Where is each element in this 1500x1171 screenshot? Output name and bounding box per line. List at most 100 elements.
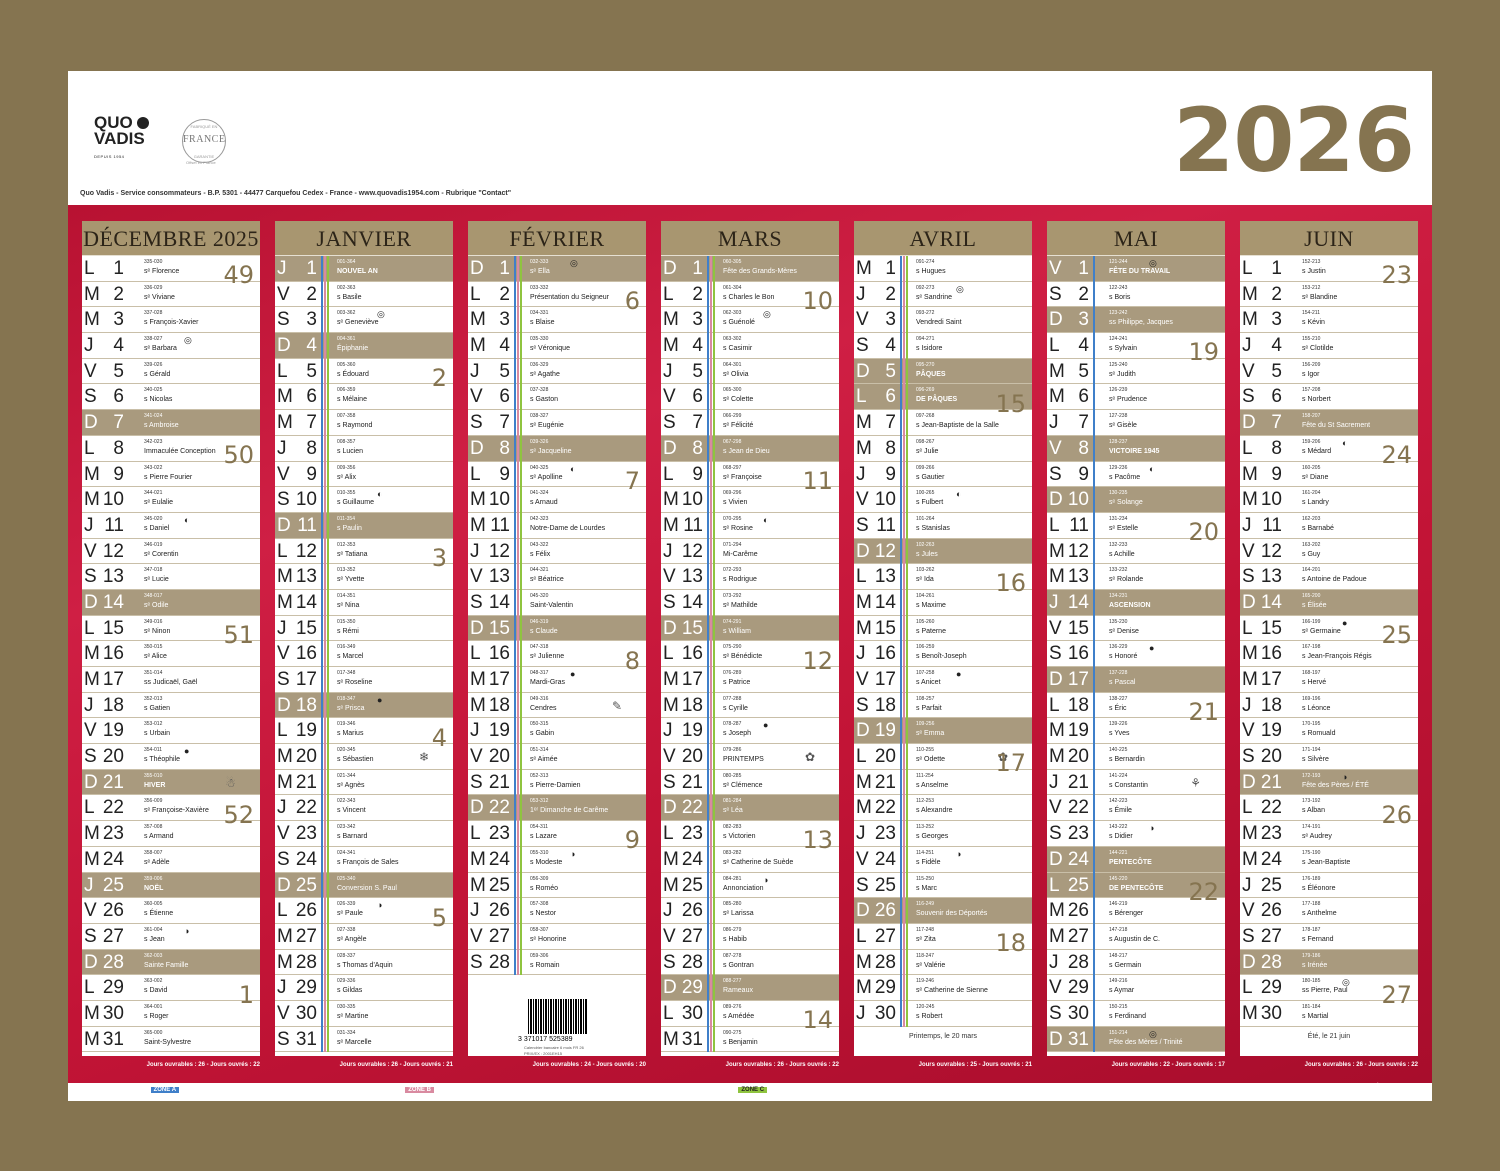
day-row: V 23 023-342 s Barnard [275, 821, 453, 847]
day-row: M 17 076-289 s Patrice [661, 667, 839, 693]
day-count: 341-024 [144, 413, 163, 420]
weekday-letter: M [277, 566, 293, 588]
school-holiday-bar [324, 821, 326, 847]
day-count: 055-310 [530, 849, 549, 856]
day-row: M 24 358-007 sᵉ Adèle [82, 847, 260, 873]
school-holiday-bar [321, 872, 323, 899]
day-count: 344-021 [144, 490, 163, 497]
day-row: S 28 059-306 s Romain [468, 949, 646, 976]
year-title: 2026 [1173, 89, 1415, 192]
weekday-letter: M [470, 335, 486, 357]
school-holiday-bar [713, 846, 715, 873]
day-row: J 2 092-273 sᵉ Sandrine ◎ [854, 281, 1032, 308]
day-count: 066-299 [723, 413, 742, 420]
saint-name: s Maxime [916, 601, 946, 609]
weekday-letter: M [856, 437, 872, 459]
school-holiday-bar [520, 589, 522, 616]
day-row: D 1 032-333 sᵉ Ella ◎ [468, 256, 646, 282]
saint-name: 1ᵉʳ Dimanche de Carême [530, 807, 609, 815]
school-holiday-bar [713, 256, 715, 282]
school-holiday-bar [906, 358, 908, 385]
day-row: S 11 101-264 s Stanislas [854, 512, 1032, 539]
day-number: 29 [1260, 977, 1282, 999]
day-number: 19 [681, 720, 703, 742]
saint-name: s Médard [1302, 447, 1332, 455]
weekday-letter: V [663, 386, 676, 408]
day-count: 036-329 [530, 361, 549, 368]
weekday-letter: M [84, 848, 100, 870]
school-holiday-bar [324, 718, 326, 745]
day-number: 13 [488, 566, 510, 588]
day-count: 166-199 [1302, 618, 1321, 625]
day-count: 149-216 [1109, 978, 1128, 985]
school-holiday-bar [906, 718, 908, 745]
day-number: 5 [885, 360, 896, 382]
moon-phase-icon: ◎ [1149, 258, 1157, 268]
school-holiday-bar [707, 333, 709, 359]
school-holiday-bar [906, 615, 908, 642]
saint-name: s Théophile [144, 756, 181, 764]
day-row: J 9 099-266 s Gautier [854, 461, 1032, 488]
weekday-letter: J [470, 360, 480, 382]
day-number: 24 [102, 848, 124, 870]
day-row: M 17 168-197 s Hervé [1240, 667, 1418, 693]
school-holiday-bar [321, 538, 323, 565]
day-count: 092-273 [916, 284, 935, 291]
day-row: M 22 112-253 s Alexandre [854, 795, 1032, 822]
day-row: V 8 128-237 VICTOIRE 1945 [1047, 435, 1225, 462]
school-holiday-bar [324, 949, 326, 976]
day-number: 18 [1067, 694, 1089, 716]
school-holiday-bar [900, 795, 902, 822]
saint-name: s Armand [144, 833, 174, 841]
day-count: 177-188 [1302, 901, 1321, 908]
day-number: 16 [681, 643, 703, 665]
school-holiday-bar [520, 281, 522, 308]
day-count: 043-322 [530, 541, 549, 548]
day-count: 016-349 [337, 644, 356, 651]
day-row: L 2 061-304 s Charles le Bon [661, 281, 839, 308]
day-count: 106-259 [916, 644, 935, 651]
zone-a-cities: Besançon, Bordeaux, Clermont-Ferrand, Di… [182, 1087, 401, 1093]
weekday-letter: M [1242, 848, 1258, 870]
school-holiday-bar [707, 949, 709, 976]
month-totals: Jours ouvrables : 26 - Jours ouvrés : 21 [339, 1062, 453, 1068]
weekday-letter: S [856, 335, 869, 357]
saint-name: s Guy [1302, 550, 1321, 558]
day-number: 6 [1271, 386, 1282, 408]
weekday-letter: J [470, 720, 480, 742]
day-count: 135-230 [1109, 618, 1128, 625]
day-number: 27 [681, 925, 703, 947]
weekday-letter: L [470, 823, 481, 845]
day-row: M 3 034-331 s Blaise [468, 307, 646, 334]
school-holiday-bar [517, 384, 519, 411]
school-holiday-bar [327, 821, 329, 847]
weekday-letter: S [277, 669, 290, 690]
school-holiday-bar [517, 564, 519, 590]
saint-name: NOËL [144, 884, 164, 892]
weekday-letter: J [1049, 951, 1059, 973]
school-holiday-bar [707, 615, 709, 642]
day-number: 20 [681, 746, 703, 768]
month-column: DÉCEMBRE 2025 49 50 51 52 1 L 1 335-030 sᵉ Floren… [82, 221, 260, 1056]
saint-name: Épiphanie [337, 345, 369, 353]
day-row: S 3 003-362 sᵉ Geneviève ◎ [275, 307, 453, 334]
day-number: 6 [306, 386, 317, 408]
day-row: M 23 357-008 s Armand [82, 821, 260, 847]
saint-name: s Cyrille [723, 704, 748, 712]
day-number: 5 [306, 360, 317, 382]
saint-name: s Kévin [1302, 319, 1325, 327]
calendar-header: QUO VADIS DEPUIS 1954 FABRIQUÉ EN FRANCE… [68, 71, 1432, 205]
saint-name: Annonciation [723, 884, 764, 892]
day-row: L 13 103-262 sᵉ Ida [854, 564, 1032, 590]
day-number: 21 [488, 771, 510, 793]
school-holiday-bar [1093, 1026, 1095, 1053]
saint-name: sᵉ Gisèle [1109, 422, 1137, 430]
school-holiday-bar [900, 589, 902, 616]
day-number: 1 [1271, 258, 1282, 279]
day-row: L 26 026-339 sᵉ Paule ◑ [275, 898, 453, 924]
school-holiday-bar [707, 923, 709, 950]
day-row: D 3 123-242 ss Philippe, Jacques [1047, 307, 1225, 334]
school-holiday-bar [710, 795, 712, 822]
school-holiday-bar [324, 281, 326, 308]
school-holiday-bar [327, 667, 329, 693]
